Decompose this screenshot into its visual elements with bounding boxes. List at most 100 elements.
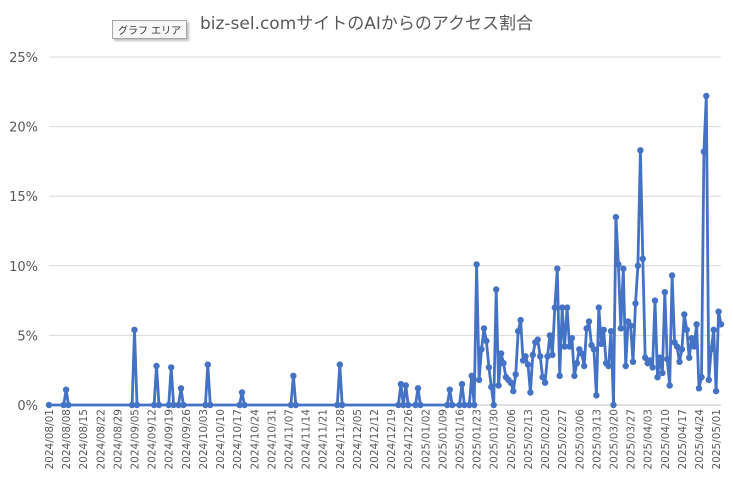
data-point[interactable] xyxy=(549,351,556,359)
data-point[interactable] xyxy=(405,401,412,409)
data-point[interactable] xyxy=(544,353,551,360)
data-point[interactable] xyxy=(632,300,639,307)
data-point[interactable] xyxy=(414,385,422,392)
data-point[interactable] xyxy=(651,297,659,304)
data-point[interactable] xyxy=(620,265,627,272)
data-point[interactable] xyxy=(678,346,686,353)
data-point[interactable] xyxy=(629,358,637,365)
data-point[interactable] xyxy=(165,401,172,409)
data-point[interactable] xyxy=(473,261,480,268)
data-point[interactable] xyxy=(529,351,536,359)
data-point[interactable] xyxy=(444,401,451,409)
data-point[interactable] xyxy=(583,325,590,332)
data-point[interactable] xyxy=(133,401,141,409)
data-point[interactable] xyxy=(607,328,615,335)
data-point[interactable] xyxy=(497,350,505,357)
data-point[interactable] xyxy=(654,374,661,381)
data-point[interactable] xyxy=(578,350,585,357)
data-point[interactable] xyxy=(153,362,160,370)
data-point[interactable] xyxy=(62,386,70,393)
data-point[interactable] xyxy=(150,401,158,409)
data-point[interactable] xyxy=(449,401,456,409)
data-point[interactable] xyxy=(131,326,138,333)
data-point[interactable] xyxy=(668,272,676,279)
data-point[interactable] xyxy=(336,361,343,368)
data-point[interactable] xyxy=(615,261,622,268)
data-point[interactable] xyxy=(522,353,529,360)
series-line[interactable] xyxy=(49,94,723,407)
data-point[interactable] xyxy=(446,386,453,393)
data-point[interactable] xyxy=(539,374,546,381)
data-point[interactable] xyxy=(593,392,600,399)
data-point[interactable] xyxy=(585,318,593,325)
data-point[interactable] xyxy=(622,362,629,370)
data-point[interactable] xyxy=(334,401,341,409)
data-point[interactable] xyxy=(45,401,53,409)
data-point[interactable] xyxy=(512,371,519,378)
data-point[interactable] xyxy=(698,374,705,381)
data-point[interactable] xyxy=(649,364,656,371)
data-point[interactable] xyxy=(478,346,485,353)
data-point[interactable] xyxy=(695,385,703,392)
data-point[interactable] xyxy=(634,262,642,269)
data-point[interactable] xyxy=(708,346,715,353)
data-point[interactable] xyxy=(605,362,612,370)
data-point[interactable] xyxy=(170,401,177,409)
data-point[interactable] xyxy=(683,326,690,333)
data-point[interactable] xyxy=(490,401,497,409)
data-point[interactable] xyxy=(598,340,605,347)
data-point[interactable] xyxy=(65,401,72,409)
data-point[interactable] xyxy=(175,401,182,409)
data-point[interactable] xyxy=(627,322,634,329)
data-point[interactable] xyxy=(551,304,558,311)
data-point[interactable] xyxy=(292,401,299,409)
series-ai-access-ratio[interactable] xyxy=(45,92,725,409)
data-point[interactable] xyxy=(571,372,578,379)
data-point[interactable] xyxy=(466,401,473,409)
data-point[interactable] xyxy=(60,401,67,409)
data-point[interactable] xyxy=(395,401,402,409)
data-point[interactable] xyxy=(417,401,424,409)
data-point[interactable] xyxy=(488,383,495,391)
data-point[interactable] xyxy=(461,401,468,409)
data-point[interactable] xyxy=(686,354,693,361)
data-point[interactable] xyxy=(561,343,568,350)
data-point[interactable] xyxy=(155,401,163,409)
data-point[interactable] xyxy=(202,401,209,409)
data-point[interactable] xyxy=(534,336,541,343)
data-point[interactable] xyxy=(703,92,710,100)
data-point[interactable] xyxy=(510,387,517,395)
data-point[interactable] xyxy=(566,343,573,350)
data-point[interactable] xyxy=(485,364,493,371)
data-point[interactable] xyxy=(595,304,602,311)
data-point[interactable] xyxy=(554,265,561,272)
data-point[interactable] xyxy=(527,389,534,396)
data-point[interactable] xyxy=(563,304,571,311)
data-point[interactable] xyxy=(639,255,646,262)
data-point[interactable] xyxy=(517,316,524,324)
data-point[interactable] xyxy=(468,372,475,379)
data-point[interactable] xyxy=(412,401,419,409)
data-point[interactable] xyxy=(556,372,563,379)
data-point[interactable] xyxy=(688,335,695,342)
data-point[interactable] xyxy=(710,326,717,333)
data-point[interactable] xyxy=(705,376,712,384)
data-point[interactable] xyxy=(590,346,598,353)
data-point[interactable] xyxy=(600,326,607,333)
data-point[interactable] xyxy=(661,289,668,296)
data-point[interactable] xyxy=(546,332,554,339)
data-point[interactable] xyxy=(500,360,507,367)
data-point[interactable] xyxy=(397,380,405,388)
data-point[interactable] xyxy=(646,357,654,364)
data-point[interactable] xyxy=(507,379,514,386)
data-point[interactable] xyxy=(471,401,478,409)
data-point[interactable] xyxy=(339,401,346,409)
data-point[interactable] xyxy=(238,389,246,396)
data-point[interactable] xyxy=(666,382,673,389)
data-point[interactable] xyxy=(493,286,500,293)
data-point[interactable] xyxy=(128,401,136,409)
data-point[interactable] xyxy=(664,355,671,363)
data-point[interactable] xyxy=(400,401,407,409)
data-point[interactable] xyxy=(290,372,297,379)
